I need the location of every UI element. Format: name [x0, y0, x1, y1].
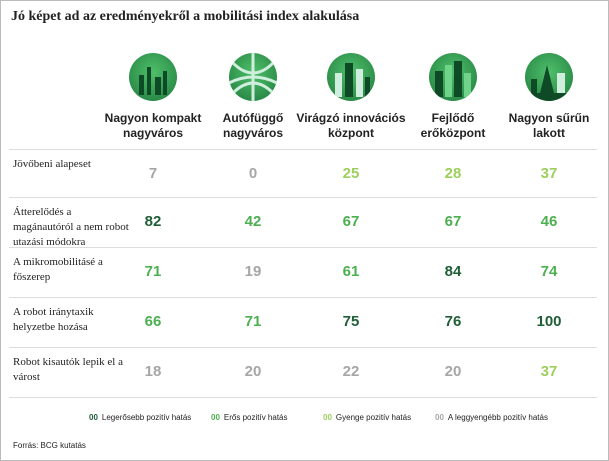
- legend-item: 00 Erős pozitív hatás: [211, 413, 288, 422]
- column-header: Autófüggő nagyváros: [222, 111, 284, 140]
- icon-art: [525, 65, 573, 101]
- cell-value: 82: [144, 213, 162, 230]
- legend-item: 00 Legerősebb pozitív hatás: [89, 413, 191, 422]
- cell-value: 74: [540, 263, 558, 280]
- cell-value: 100: [536, 313, 562, 330]
- column-icon: [525, 53, 573, 101]
- legend-label: Erős pozitív hatás: [223, 413, 288, 422]
- cell-value: 7: [148, 165, 158, 182]
- row-separator: [9, 397, 597, 398]
- icon-art: [229, 53, 277, 101]
- cell-value: 71: [244, 313, 262, 330]
- cell-value: 61: [342, 263, 360, 280]
- column-header: Nagyon kompakt nagyváros: [104, 111, 202, 140]
- row-separator: [9, 149, 597, 150]
- legend-marker: 00: [323, 413, 332, 422]
- legend-label: A leggyengébb pozitív hatás: [447, 413, 548, 422]
- cell-value: 19: [244, 263, 262, 280]
- row-separator: [9, 247, 597, 248]
- cell-value: 37: [540, 165, 558, 182]
- row-label: Robot kisautók lepik el a várost: [13, 356, 123, 383]
- row-label: Jövőbeni alapeset: [13, 158, 91, 170]
- cell-value: 20: [444, 363, 462, 380]
- cell-value: 84: [444, 263, 462, 280]
- cell-value: 18: [144, 363, 162, 380]
- cell-value: 20: [244, 363, 262, 380]
- legend-label: Legerősebb pozitív hatás: [101, 413, 192, 422]
- cell-value: 67: [342, 213, 360, 230]
- column-header: Nagyon sűrűn lakott: [508, 111, 590, 140]
- cell-value: 75: [342, 313, 360, 330]
- row-separator: [9, 197, 597, 198]
- legend-marker: 00: [435, 413, 444, 422]
- column-icon: [327, 53, 375, 101]
- cell-value: 37: [540, 363, 558, 380]
- row-separator: [9, 347, 597, 348]
- icon-art: [335, 63, 370, 97]
- icon-art: [435, 61, 471, 97]
- cell-value: 66: [144, 313, 162, 330]
- cell-value: 25: [342, 165, 360, 182]
- cell-value: 0: [248, 165, 258, 182]
- legend-item: 00 Gyenge pozitív hatás: [323, 413, 411, 422]
- cell-value: 22: [342, 363, 360, 380]
- column-header: Fejlődő erőközpont: [420, 111, 486, 140]
- legend-label: Gyenge pozitív hatás: [335, 413, 412, 422]
- cell-value: 76: [444, 313, 462, 330]
- column-header: Virágzó innovációs központ: [296, 111, 406, 140]
- legend-item: 00 A leggyengébb pozitív hatás: [435, 413, 548, 422]
- row-label: A mikromobilitásé a főszerep: [13, 256, 103, 283]
- cell-value: 42: [244, 213, 262, 230]
- row-label: Átterelődés a magánautóról a nem robot u…: [13, 206, 129, 248]
- legend-marker: 00: [89, 413, 98, 422]
- row-separator: [9, 297, 597, 298]
- icon-art: [139, 67, 167, 95]
- cell-value: 28: [444, 165, 462, 182]
- cell-value: 46: [540, 213, 558, 230]
- title: Jó képet ad az eredményekről a mobilitás…: [11, 9, 360, 24]
- row-label: A robot iránytaxik helyzetbe hozása: [13, 306, 94, 333]
- column-icon: [229, 53, 277, 101]
- column-icon: [129, 53, 177, 101]
- source: Forrás: BCG kutatás: [13, 441, 86, 450]
- cell-value: 71: [144, 263, 162, 280]
- column-icon: [429, 53, 477, 101]
- legend-marker: 00: [211, 413, 220, 422]
- cell-value: 67: [444, 213, 462, 230]
